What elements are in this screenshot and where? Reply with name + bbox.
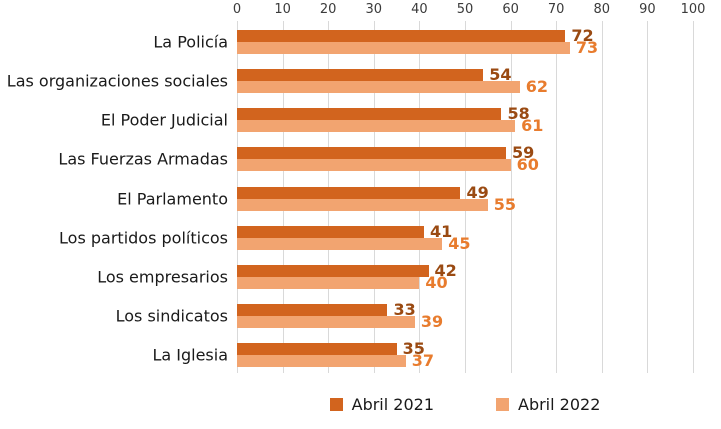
x-tick-label: 10 <box>274 2 291 17</box>
category-label: La Policía <box>153 32 228 52</box>
value-label-abril-2021: 72 <box>571 26 594 46</box>
value-label-abril-2022: 61 <box>521 116 544 136</box>
x-tick-label: 20 <box>319 2 337 17</box>
value-label-abril-2021: 59 <box>512 143 535 163</box>
x-tick-label: 100 <box>680 2 706 17</box>
value-label-abril-2022: 62 <box>525 77 548 97</box>
value-label-abril-2021: 33 <box>393 299 416 319</box>
gridline <box>465 21 466 373</box>
bar-abril-2022 <box>237 315 415 328</box>
x-tick-label: 0 <box>232 2 242 17</box>
bar-abril-2021 <box>237 147 507 160</box>
gridline <box>647 21 649 373</box>
value-label-abril-2022: 45 <box>448 233 471 253</box>
value-label-abril-2022: 60 <box>516 155 539 175</box>
bar-abril-2022 <box>237 276 420 289</box>
category-label: Las Fuerzas Armadas <box>58 149 228 169</box>
legend-swatch <box>496 398 509 411</box>
category-label: El Poder Judicial <box>100 110 228 130</box>
gridline <box>556 21 558 373</box>
category-label: Los partidos políticos <box>59 228 228 248</box>
value-label-abril-2021: 58 <box>507 104 530 124</box>
bar-abril-2021 <box>237 342 397 355</box>
bar-abril-2022 <box>237 120 516 133</box>
bar-abril-2022 <box>237 42 570 55</box>
value-label-abril-2022: 39 <box>420 311 444 331</box>
bar-abril-2021 <box>237 108 502 121</box>
category-label: Las organizaciones sociales <box>6 71 228 91</box>
gridline <box>601 21 603 373</box>
x-tick-label: 60 <box>502 2 519 17</box>
bar-abril-2021 <box>237 186 461 199</box>
x-tick-label: 40 <box>411 2 428 17</box>
value-label-abril-2021: 35 <box>402 338 425 358</box>
bar-abril-2022 <box>237 237 443 250</box>
value-label-abril-2021: 49 <box>466 182 489 202</box>
value-label-abril-2022: 40 <box>425 272 448 292</box>
value-label-abril-2022: 37 <box>411 350 434 370</box>
bar-abril-2021 <box>237 69 484 82</box>
legend-item: Abril 2021 <box>329 395 434 414</box>
x-tick-label: 90 <box>639 2 656 17</box>
legend-label: Abril 2022 <box>518 395 601 414</box>
bar-abril-2022 <box>237 159 511 172</box>
gridline <box>510 21 512 373</box>
bar-abril-2021 <box>237 303 388 316</box>
value-label-abril-2021: 42 <box>434 260 457 280</box>
category-label: La Iglesia <box>152 345 228 365</box>
legend-item: Abril 2022 <box>496 395 600 414</box>
x-tick-label: 30 <box>365 2 383 17</box>
bar-abril-2021 <box>237 225 424 238</box>
value-label-abril-2022: 73 <box>575 38 599 58</box>
category-label: Los empresarios <box>97 267 228 287</box>
legend-label: Abril 2021 <box>351 395 434 414</box>
x-tick-label: 70 <box>547 2 565 17</box>
value-label-abril-2022: 55 <box>493 194 517 214</box>
gridline <box>693 21 694 373</box>
value-label-abril-2021: 54 <box>489 65 512 85</box>
legend: Abril 2021 Abril 2022 <box>237 395 693 414</box>
x-tick-label: 80 <box>593 2 611 17</box>
category-label: El Parlamento <box>117 189 228 208</box>
category-label: Los sindicatos <box>115 306 228 326</box>
x-tick-label: 50 <box>456 2 474 17</box>
bar-abril-2022 <box>237 354 406 367</box>
value-label-abril-2021: 41 <box>429 221 453 241</box>
legend-swatch <box>329 398 343 411</box>
bar-abril-2021 <box>237 30 566 43</box>
bar-abril-2022 <box>237 198 488 211</box>
bar-abril-2022 <box>237 81 520 94</box>
bar-abril-2021 <box>237 264 429 277</box>
